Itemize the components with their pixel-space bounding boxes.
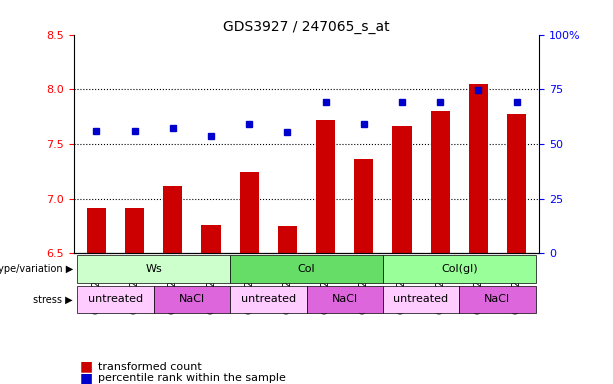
Bar (240, 172, 259, 253)
Bar (354, 159, 373, 253)
Text: ■: ■ (80, 360, 93, 374)
FancyBboxPatch shape (383, 286, 459, 313)
Text: untreated: untreated (241, 295, 296, 305)
Bar (278, 226, 297, 253)
Bar (430, 111, 450, 253)
Text: stress ▶: stress ▶ (33, 295, 73, 305)
Text: untreated: untreated (394, 295, 449, 305)
Text: ■: ■ (80, 371, 93, 384)
Text: NaCl: NaCl (332, 295, 358, 305)
Text: Ws: Ws (145, 264, 162, 274)
FancyBboxPatch shape (459, 286, 536, 313)
FancyBboxPatch shape (77, 286, 154, 313)
Text: genotype/variation ▶: genotype/variation ▶ (0, 264, 73, 274)
Text: Col(gl): Col(gl) (441, 264, 478, 274)
Text: percentile rank within the sample: percentile rank within the sample (98, 373, 286, 383)
Text: NaCl: NaCl (484, 295, 511, 305)
FancyBboxPatch shape (306, 286, 383, 313)
Text: Col: Col (298, 264, 315, 274)
Bar (87, 209, 106, 253)
FancyBboxPatch shape (230, 286, 306, 313)
FancyBboxPatch shape (230, 255, 383, 283)
FancyBboxPatch shape (154, 286, 230, 313)
FancyBboxPatch shape (77, 255, 230, 283)
Bar (316, 120, 335, 253)
Bar (392, 126, 411, 253)
Text: NaCl: NaCl (179, 295, 205, 305)
FancyBboxPatch shape (383, 255, 536, 283)
Bar (125, 209, 144, 253)
Text: untreated: untreated (88, 295, 143, 305)
Bar (507, 114, 526, 253)
Title: GDS3927 / 247065_s_at: GDS3927 / 247065_s_at (223, 20, 390, 33)
Bar (469, 84, 488, 253)
Text: transformed count: transformed count (98, 362, 202, 372)
Bar (202, 225, 221, 253)
Bar (163, 185, 183, 253)
